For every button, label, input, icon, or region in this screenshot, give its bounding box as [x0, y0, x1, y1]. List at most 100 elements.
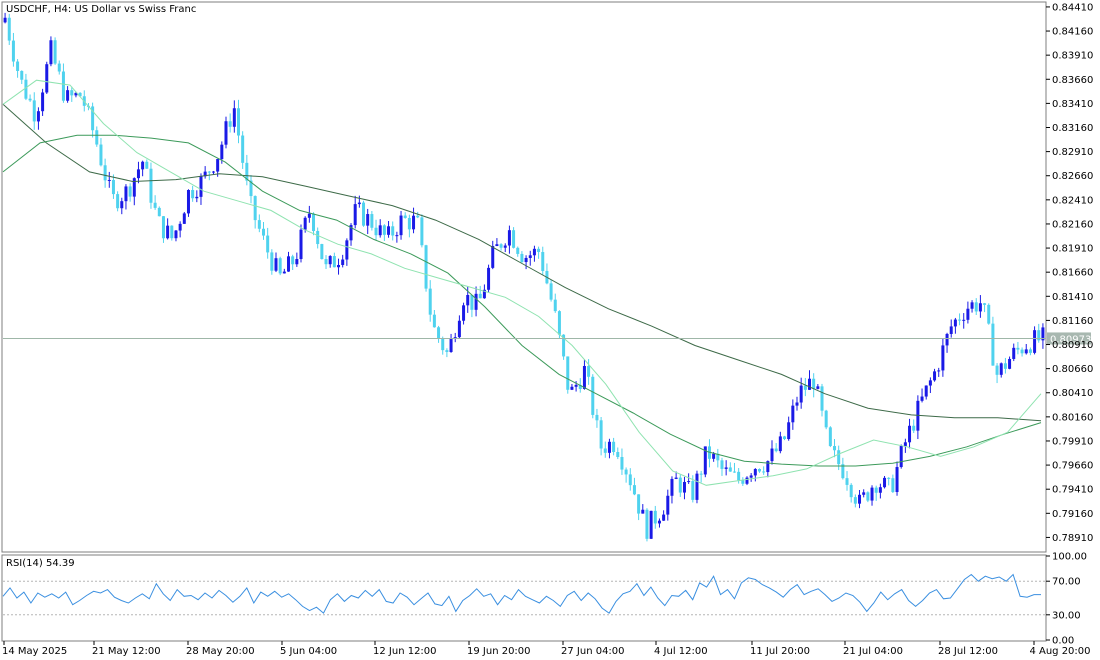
candle-body: [1024, 349, 1028, 354]
candle-body: [966, 308, 970, 320]
candle-body: [362, 202, 366, 226]
candle-body: [203, 171, 207, 177]
candle: [757, 468, 761, 473]
candle: [61, 63, 65, 103]
candle: [641, 504, 645, 514]
candle-body: [307, 213, 311, 218]
candle: [78, 92, 82, 97]
price-panel-frame: [1, 1, 1047, 553]
candle: [374, 219, 378, 241]
candle-body: [407, 217, 411, 230]
candle: [582, 359, 586, 390]
candle: [762, 466, 766, 475]
candle-body: [912, 425, 916, 431]
candle: [803, 377, 807, 397]
candle-body: [262, 228, 265, 236]
candle: [866, 491, 870, 503]
candle: [974, 298, 978, 316]
candle: [45, 61, 49, 94]
candle: [612, 437, 616, 456]
candle-body: [949, 326, 953, 334]
candle: [103, 158, 107, 188]
price-panel[interactable]: 0.80973 USDCHF, H4: US Dollar vs Swiss F…: [1, 1, 1091, 553]
candle: [549, 279, 553, 302]
candle: [970, 300, 974, 313]
candle-body: [891, 478, 895, 493]
candle: [653, 505, 657, 529]
candle-body: [349, 225, 353, 241]
candle-body: [499, 244, 503, 248]
candle-body: [766, 461, 770, 473]
candle-body: [503, 245, 507, 248]
candle: [795, 396, 799, 411]
candle: [749, 473, 753, 482]
candle: [816, 384, 820, 390]
candle-body: [7, 17, 11, 41]
candle-body: [632, 485, 636, 495]
candle: [616, 447, 620, 460]
candle-body: [149, 168, 153, 203]
rsi-tick-label: 100.00: [1052, 552, 1087, 563]
candle-body: [899, 445, 903, 468]
candle: [607, 438, 611, 459]
candle-body: [516, 247, 520, 254]
candle-body: [270, 252, 274, 271]
candle: [1041, 323, 1045, 349]
candle: [687, 473, 691, 484]
candle: [278, 256, 282, 276]
candle-body: [928, 380, 932, 386]
rsi-panel[interactable]: RSI(14) 54.39: [1, 554, 1047, 642]
price-tick-label: 0.82910: [1052, 147, 1093, 158]
rsi-tick-label: 30.00: [1052, 610, 1081, 621]
candle: [132, 177, 136, 206]
candle-body: [28, 98, 32, 101]
candle: [141, 160, 145, 177]
candle-body: [537, 248, 541, 253]
candle: [391, 221, 395, 241]
candle-body: [341, 259, 345, 265]
candle-body: [487, 267, 491, 290]
candle-body: [287, 256, 291, 272]
candle-body: [924, 385, 928, 397]
candle: [962, 313, 966, 329]
candle-body: [182, 213, 186, 224]
rsi-panel-frame: [1, 554, 1047, 642]
candle-body: [741, 480, 745, 484]
moving-averages-group: [2, 79, 1042, 486]
candle: [553, 293, 557, 313]
current-price-tag: [1047, 332, 1091, 345]
candle-body: [753, 468, 757, 476]
candle: [912, 419, 916, 434]
candle: [445, 348, 449, 358]
candle: [887, 477, 891, 486]
candle-body: [136, 169, 140, 179]
candle-body: [207, 171, 211, 173]
candle: [987, 303, 991, 325]
candle-body: [653, 510, 657, 524]
candle-body: [191, 189, 195, 199]
candles-group: [3, 12, 1045, 542]
candle-body: [378, 225, 382, 236]
candle-body: [732, 471, 736, 473]
candle-body: [787, 422, 791, 440]
candle-body: [791, 405, 795, 423]
candle: [824, 409, 828, 430]
candle-body: [783, 436, 786, 440]
candle: [995, 363, 999, 384]
price-tick-label: 0.81410: [1052, 292, 1093, 303]
candle-body: [866, 492, 870, 501]
candle: [858, 489, 862, 509]
candle: [403, 212, 407, 219]
candle-body: [637, 494, 641, 514]
candle-body: [161, 216, 165, 239]
candle-body: [799, 385, 803, 403]
candle: [566, 356, 570, 394]
candle: [136, 161, 140, 184]
candle-body: [432, 314, 436, 328]
candle-body: [70, 90, 74, 96]
time-tick-label: 4 Aug 20:00: [1029, 646, 1090, 657]
candle: [570, 383, 574, 391]
candle: [145, 159, 149, 169]
candle-body: [695, 473, 699, 500]
